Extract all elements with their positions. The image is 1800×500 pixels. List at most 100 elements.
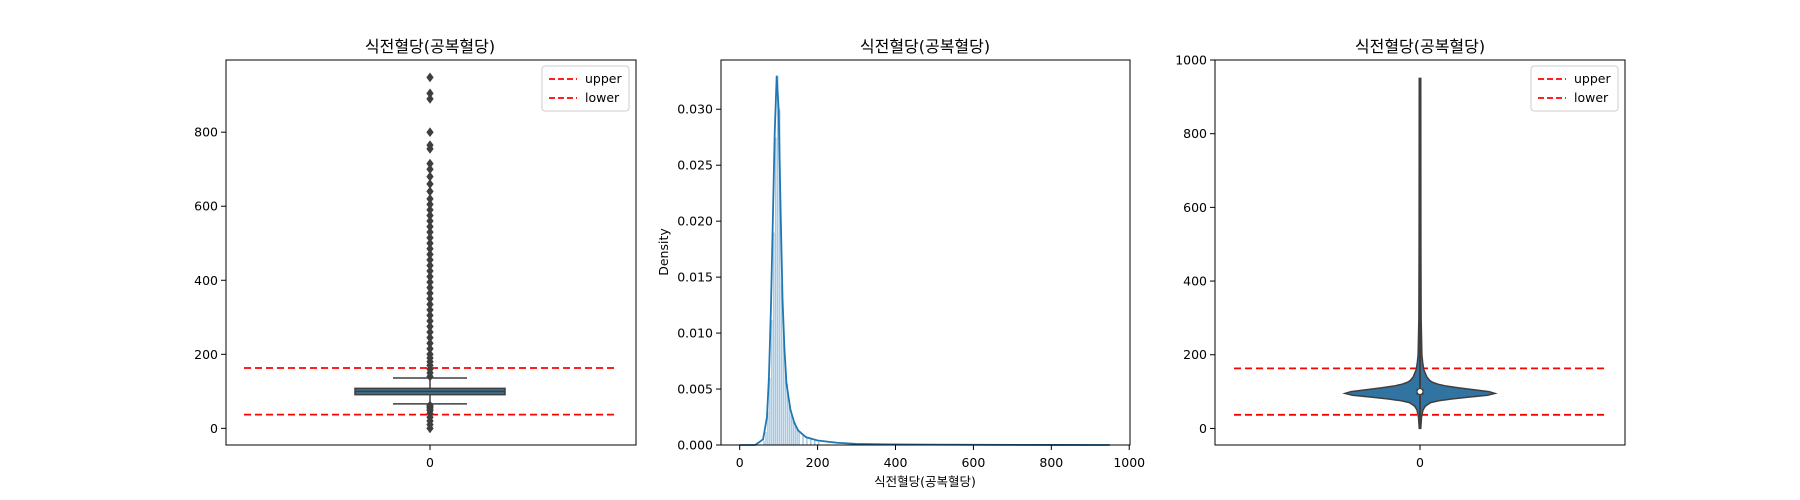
boxplot-outlier: [426, 288, 434, 299]
boxplot-outlier: [426, 321, 434, 332]
boxplot-outlier: [426, 316, 434, 326]
density-hist-bar: [762, 440, 766, 446]
density-x-tick-label: 0: [736, 455, 744, 470]
density-y-tick-label: 0.000: [677, 438, 713, 453]
boxplot-outlier: [426, 158, 434, 169]
violin-axes-frame: [1214, 59, 1626, 446]
density-y-tick-label: 0.030: [677, 102, 713, 117]
boxplot-x-tick-label: 0: [426, 455, 434, 470]
density-title: 식전혈당(공복혈당): [860, 37, 990, 56]
density-x-tick-label: 1000: [1113, 455, 1145, 470]
boxplot-outlier: [426, 293, 434, 304]
boxplot-outlier: [426, 127, 434, 138]
violin-x-tick-label: 0: [1416, 455, 1424, 470]
violin-y-tick-label: 200: [1183, 347, 1207, 362]
density-y-tick-label: 0.015: [677, 270, 713, 285]
density-hist-bar: [809, 439, 812, 446]
violin-x-ticks: 0: [1416, 445, 1424, 470]
boxplot-outlier: [426, 94, 434, 104]
boxplot-outlier: [426, 88, 434, 99]
density-axes-frame: [720, 59, 1131, 446]
boxplot-outlier: [426, 199, 434, 210]
violin-legend-lower-label: lower: [1574, 90, 1609, 105]
boxplot-outlier: [426, 310, 434, 321]
violin-y-tick-label: 0: [1199, 421, 1207, 436]
violin-y-ticks: 0 200 400 600 800 1000: [1175, 53, 1215, 436]
density-x-tick-label: 400: [884, 455, 908, 470]
violin-title: 식전혈당(공복혈당): [1355, 37, 1485, 56]
boxplot-outlier: [426, 221, 434, 232]
boxplot-outlier: [426, 255, 434, 265]
density-x-tick-label: 200: [806, 455, 830, 470]
boxplot-y-ticks: 0 200 400 600 800: [194, 125, 226, 436]
violin-y-tick-label: 800: [1183, 126, 1207, 141]
boxplot-outlier: [426, 210, 434, 221]
violin-panel: 식전혈당(공복혈당) 0 200 400 600 800 1000 0 upper low…: [1175, 37, 1626, 470]
boxplot-outlier: [426, 282, 434, 293]
density-x-ticks: 0 200 400 600 800 1000: [736, 445, 1145, 470]
boxplot-outlier: [426, 266, 434, 276]
boxplot-legend-upper-label: upper: [585, 71, 622, 86]
boxplot-outlier: [426, 243, 434, 254]
boxplot-outlier: [426, 332, 434, 343]
boxplot-axes-frame: [225, 59, 637, 446]
violin-y-tick-label: 1000: [1175, 53, 1207, 68]
boxplot-y-tick-label: 200: [194, 347, 218, 362]
boxplot-legend: upper lower: [541, 65, 630, 112]
boxplot-outlier: [426, 232, 434, 243]
boxplot-outlier: [426, 249, 434, 260]
boxplot-outlier: [426, 349, 434, 360]
density-y-tick-label: 0.020: [677, 214, 713, 229]
density-y-tick-label: 0.025: [677, 158, 713, 173]
boxplot-outlier: [426, 193, 434, 204]
boxplot-outlier: [426, 299, 434, 310]
density-hist-bar: [772, 232, 775, 446]
boxplot-outlier: [426, 277, 434, 287]
boxplot-legend-lower-label: lower: [585, 90, 620, 105]
boxplot-outlier: [426, 179, 434, 189]
violin-legend-upper-label: upper: [1574, 71, 1611, 86]
boxplot-outlier: [426, 271, 434, 282]
density-x-tick-label: 800: [1039, 455, 1063, 470]
boxplot-outlier: [426, 400, 434, 411]
density-hist-bar: [813, 440, 816, 446]
density-y-tick-label: 0.005: [677, 382, 713, 397]
boxplot-content: [244, 72, 618, 434]
boxplot-outlier: [426, 140, 434, 151]
density-x-axis-label: 식전혈당(공복혈당): [874, 474, 976, 489]
violin-legend-box: [1530, 65, 1619, 112]
density-hist-bar: [774, 137, 777, 446]
boxplot-outlier: [426, 338, 434, 349]
density-hist-bar: [764, 431, 768, 446]
boxplot-panel: 식전혈당(공복혈당) 0 200 400 600 800 0 upper lower: [194, 37, 637, 470]
density-y-axis-label: Density: [656, 228, 671, 276]
density-panel: 식전혈당(공복혈당) 0.000 0.005 0.010 0.015 0.020 0.02…: [656, 37, 1145, 489]
boxplot-outlier: [426, 260, 434, 271]
density-x-tick-label: 600: [961, 455, 985, 470]
boxplot-outlier: [426, 205, 434, 215]
boxplot-y-tick-label: 0: [210, 421, 218, 436]
boxplot-outlier: [426, 238, 434, 249]
boxplot-outlier: [426, 186, 434, 197]
violin-y-tick-label: 400: [1183, 274, 1207, 289]
density-kde-line: [739, 75, 1110, 446]
boxplot-title: 식전혈당(공복혈당): [365, 37, 495, 56]
boxplot-outlier: [426, 305, 434, 315]
violin-legend: upper lower: [1530, 65, 1619, 112]
boxplot-outlier: [426, 72, 434, 83]
boxplot-y-tick-label: 400: [194, 273, 218, 288]
boxplot-y-tick-label: 600: [194, 199, 218, 214]
violin-y-tick-label: 600: [1183, 200, 1207, 215]
boxplot-outlier: [426, 164, 434, 175]
violin-content: [1234, 77, 1607, 430]
density-y-ticks: 0.000 0.005 0.010 0.015 0.020 0.025 0.030: [677, 102, 721, 453]
boxplot-outlier: [426, 227, 434, 238]
boxplot-outlier: [426, 171, 434, 182]
boxplot-legend-box: [541, 65, 630, 112]
violin-median-dot: [1417, 389, 1423, 394]
boxplot-outlier: [426, 216, 434, 226]
density-y-tick-label: 0.010: [677, 326, 713, 341]
boxplot-outlier: [426, 343, 434, 354]
boxplot-outlier: [426, 327, 434, 337]
